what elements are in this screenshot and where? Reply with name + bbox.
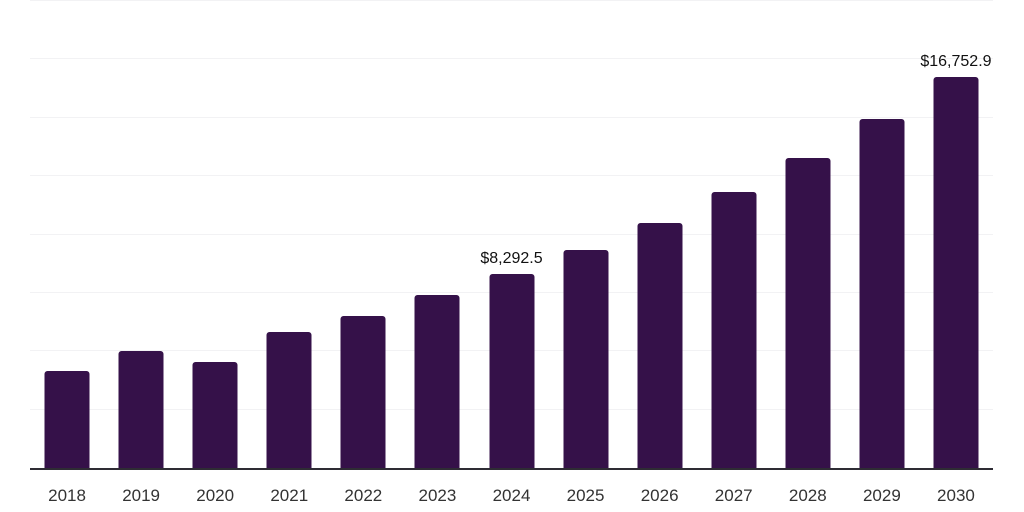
x-tick-2024: 2024: [492, 486, 531, 505]
bar-2022: [340, 316, 386, 468]
bar-2027: [711, 192, 757, 468]
bar-2020: [192, 361, 238, 468]
x-tick-2018: 2018: [48, 486, 86, 505]
x-axis: 2018 2019 2020 2021 2022 2023 2024 2025 2026 2027…: [30, 484, 993, 508]
data-label-2030: $16,752.9: [920, 52, 992, 70]
gridline: [30, 175, 993, 177]
gridline: [30, 233, 993, 235]
bar-2026: [637, 222, 683, 468]
x-tick-2028: 2028: [788, 486, 827, 505]
x-tick-2023: 2023: [418, 486, 457, 505]
x-tick-2022: 2022: [344, 486, 383, 505]
bar-2030: [933, 76, 979, 468]
bar-2029: [859, 119, 905, 468]
data-label-2024: $8,292.5: [480, 250, 543, 268]
gridline: [30, 0, 993, 1]
bar-2019: [118, 351, 164, 468]
x-tick-2027: 2027: [714, 486, 753, 505]
x-tick-2021: 2021: [270, 486, 309, 505]
bar-2024: [489, 274, 534, 468]
plot-area: $8,292.5 $16,752.9: [30, 0, 993, 470]
bar-2018: [44, 371, 90, 468]
gridline: [30, 58, 993, 60]
bar-2023: [414, 295, 460, 468]
gridline: [30, 116, 993, 118]
x-tick-2019: 2019: [122, 486, 161, 505]
bar-2021: [266, 332, 312, 468]
x-tick-2026: 2026: [640, 486, 679, 505]
x-tick-2030: 2030: [937, 486, 975, 505]
bar-2028: [785, 157, 831, 468]
x-tick-2025: 2025: [566, 486, 605, 505]
x-tick-2029: 2029: [862, 486, 901, 505]
x-tick-2020: 2020: [196, 486, 235, 505]
bar-2025: [563, 249, 609, 468]
